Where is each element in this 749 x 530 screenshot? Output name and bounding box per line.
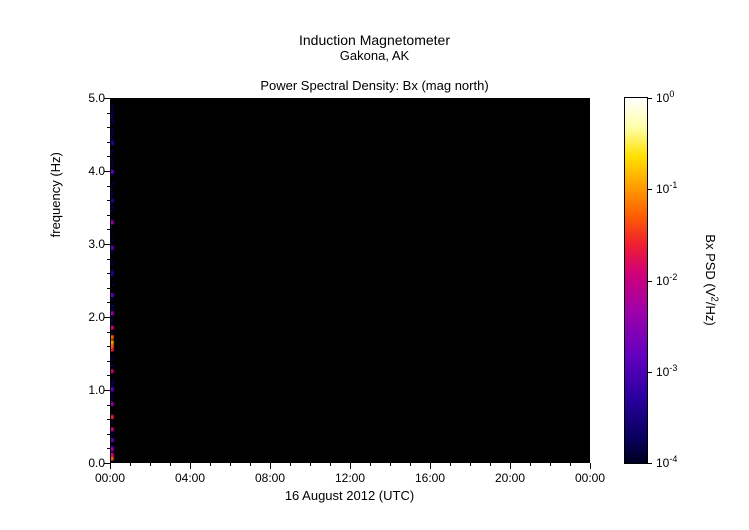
plot-title: Power Spectral Density: Bx (mag north)	[0, 78, 749, 93]
y-tick-minor	[107, 419, 110, 420]
y-tick-minor	[107, 405, 110, 406]
x-tick-minor	[130, 463, 131, 466]
x-tick	[350, 463, 351, 469]
x-tick	[110, 463, 111, 469]
y-tick-minor	[107, 434, 110, 435]
colorbar-tick-label: 10-2	[656, 274, 677, 288]
x-tick	[510, 463, 511, 469]
y-tick-minor	[107, 127, 110, 128]
y-tick-label: 5.0	[88, 91, 105, 105]
y-tick-label: 3.0	[88, 237, 105, 251]
x-tick-label: 00:00	[95, 471, 125, 485]
x-tick-minor	[370, 463, 371, 466]
x-tick	[270, 463, 271, 469]
y-tick-minor	[107, 346, 110, 347]
x-tick	[590, 463, 591, 469]
x-tick-minor	[550, 463, 551, 466]
y-tick-minor	[107, 375, 110, 376]
x-tick-minor	[530, 463, 531, 466]
x-tick-minor	[570, 463, 571, 466]
y-tick-minor	[107, 113, 110, 114]
x-tick-label: 12:00	[335, 471, 365, 485]
spectrogram-canvas	[111, 99, 589, 462]
x-tick-minor	[390, 463, 391, 466]
colorbar-tick	[647, 98, 652, 99]
y-tick-label: 1.0	[88, 383, 105, 397]
y-tick-minor	[107, 215, 110, 216]
y-tick-minor	[107, 273, 110, 274]
x-tick-minor	[170, 463, 171, 466]
title-main: Induction Magnetometer	[0, 32, 749, 48]
spectrogram-plot	[110, 98, 590, 463]
x-tick	[190, 463, 191, 469]
y-tick-minor	[107, 332, 110, 333]
y-tick-minor	[107, 448, 110, 449]
colorbar-label: Bx PSD (V2/Hz)	[703, 234, 718, 325]
colorbar-tick	[647, 372, 652, 373]
y-tick-minor	[107, 229, 110, 230]
y-tick-minor	[107, 186, 110, 187]
x-tick-label: 16:00	[415, 471, 445, 485]
colorbar-tick	[647, 189, 652, 190]
x-tick-minor	[470, 463, 471, 466]
y-tick-minor	[107, 142, 110, 143]
x-tick-minor	[290, 463, 291, 466]
y-tick-label: 4.0	[88, 164, 105, 178]
colorbar-tick	[647, 281, 652, 282]
x-tick-minor	[250, 463, 251, 466]
y-axis-label: frequency (Hz)	[48, 152, 63, 237]
x-tick-label: 04:00	[175, 471, 205, 485]
colorbar-tick	[647, 463, 652, 464]
colorbar	[625, 98, 647, 463]
colorbar-tick-label: 10-4	[656, 456, 677, 470]
colorbar-tick-label: 10-1	[656, 182, 677, 196]
y-tick-label: 0.0	[88, 456, 105, 470]
x-tick-label: 20:00	[495, 471, 525, 485]
colorbar-tick-label: 100	[656, 91, 674, 105]
y-tick-minor	[107, 288, 110, 289]
x-axis-label: 16 August 2012 (UTC)	[0, 488, 724, 503]
y-tick-label: 2.0	[88, 310, 105, 324]
y-tick-minor	[107, 200, 110, 201]
x-tick-minor	[330, 463, 331, 466]
y-tick-minor	[107, 361, 110, 362]
title-subtitle: Gakona, AK	[0, 48, 749, 63]
x-tick-minor	[230, 463, 231, 466]
x-tick-minor	[210, 463, 211, 466]
x-tick	[430, 463, 431, 469]
colorbar-tick-label: 10-3	[656, 365, 677, 379]
y-tick-minor	[107, 302, 110, 303]
x-tick-minor	[150, 463, 151, 466]
x-tick-minor	[310, 463, 311, 466]
x-tick-minor	[410, 463, 411, 466]
y-tick-minor	[107, 156, 110, 157]
y-tick-minor	[107, 259, 110, 260]
x-tick-minor	[490, 463, 491, 466]
x-tick-label: 08:00	[255, 471, 285, 485]
x-tick-minor	[450, 463, 451, 466]
x-tick-label: 00:00	[575, 471, 605, 485]
